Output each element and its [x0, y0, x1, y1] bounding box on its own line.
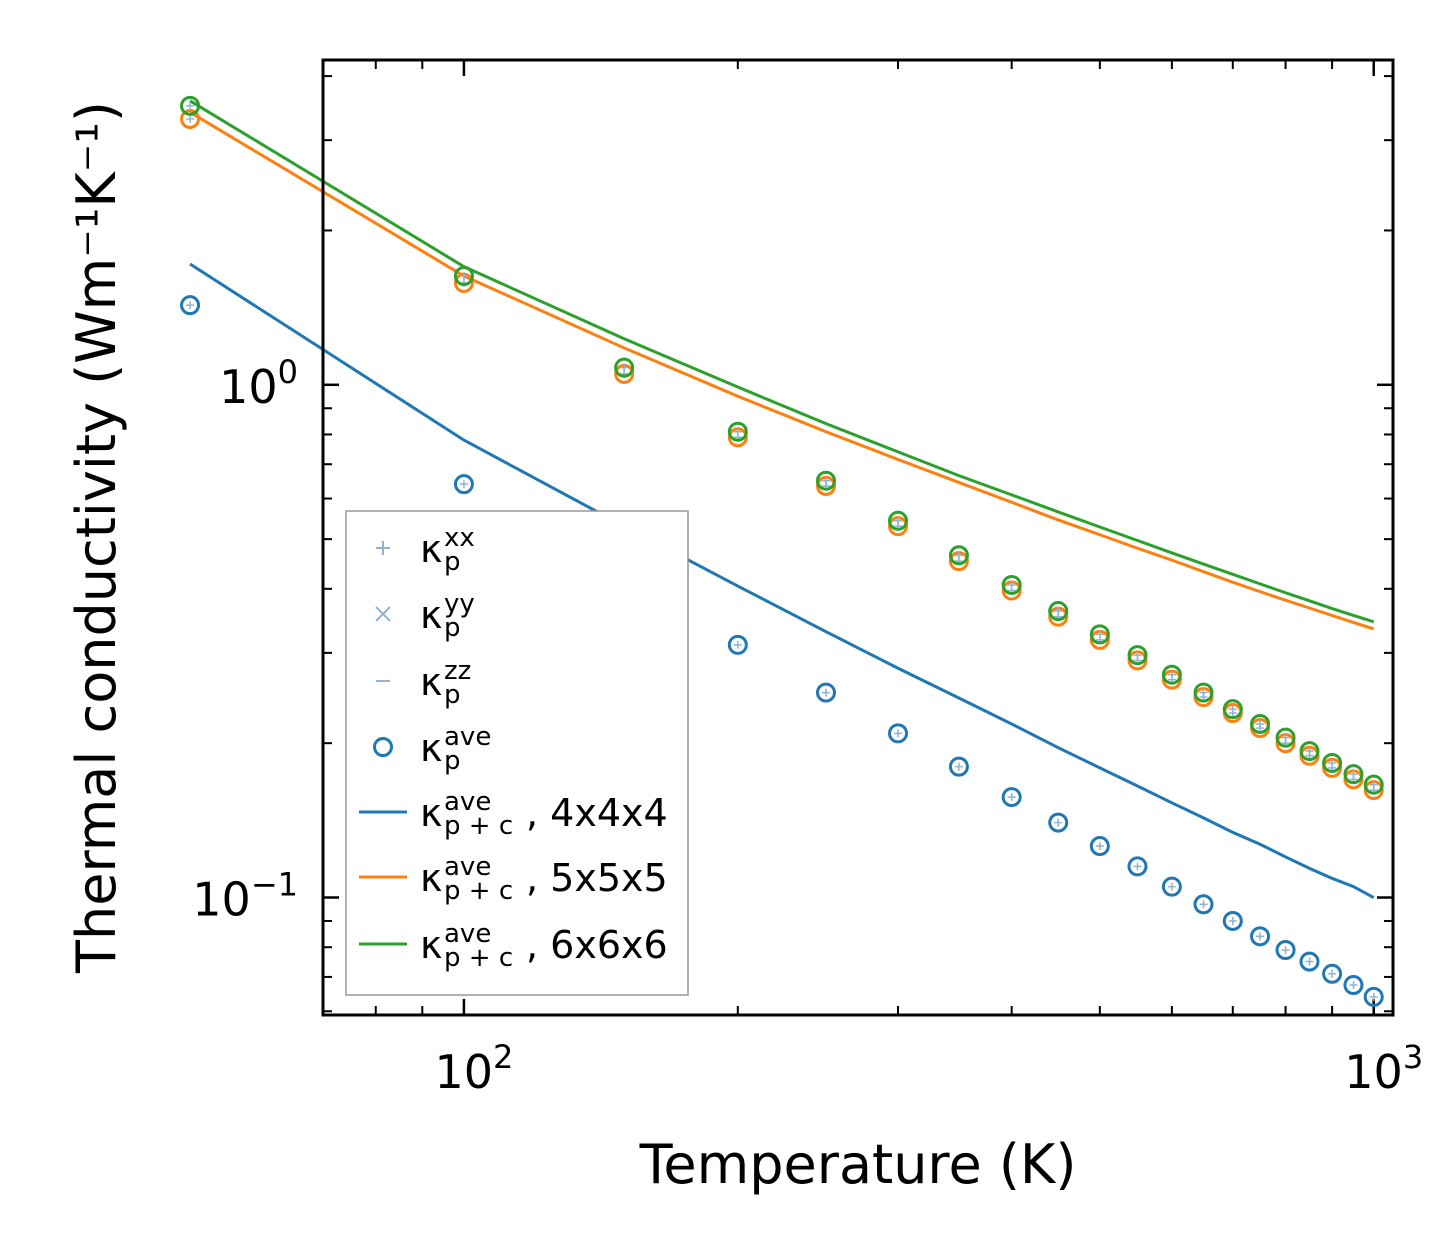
- data-point-circle: [888, 510, 909, 531]
- legend-entry-1: κyy p: [375, 589, 475, 643]
- circle-marker-icon: [373, 737, 393, 757]
- legend-entry-5: κave p + c, 5x5x5: [359, 852, 668, 906]
- data-point-circle: [1322, 752, 1343, 773]
- legend-entry-0: κxx p: [376, 523, 475, 577]
- data-point-circle: [948, 545, 969, 566]
- plot-frame: [321, 58, 1395, 1017]
- data-point-circle: [1001, 574, 1022, 595]
- data-point-circle: [1127, 645, 1148, 666]
- data-point-circle: [614, 357, 635, 378]
- legend-entry-4: κave p + c, 4x4x4: [359, 787, 668, 841]
- x-tick-label: 102: [434, 1038, 513, 1099]
- data-point-circle: [1250, 713, 1271, 734]
- legend-label: κzz p: [420, 656, 471, 710]
- data-point-circle: [1322, 963, 1343, 984]
- data-point-circle: [1193, 682, 1214, 703]
- data-point-circle: [1363, 774, 1384, 795]
- data-point-circle: [1161, 876, 1182, 897]
- data-point-circle: [727, 634, 748, 655]
- data-point-circle: [1343, 975, 1364, 996]
- data-point-circle: [1275, 727, 1296, 748]
- legend-label: κyy p: [420, 589, 475, 643]
- x-tick-label: 103: [1344, 1038, 1423, 1099]
- data-point-circle: [1048, 812, 1069, 833]
- x-marker-icon: [375, 606, 391, 622]
- data-point-circle: [1048, 601, 1069, 622]
- data-point-circle: [1089, 624, 1110, 645]
- legend-entries: κxx p κyy p κzz p κave p κave p + c, 4x4x4 κave p +…: [359, 523, 668, 973]
- data-point-circle: [815, 470, 836, 491]
- data-point-circle: [1001, 787, 1022, 808]
- data-point-circle: [1089, 836, 1110, 857]
- data-point-circle: [1222, 910, 1243, 931]
- data-point-circle: [948, 756, 969, 777]
- data-point-circle: [1193, 894, 1214, 915]
- y-tick-label: 10−1: [192, 866, 298, 927]
- data-point-circle: [1161, 664, 1182, 685]
- data-point-circle: [453, 474, 474, 495]
- legend-label: κave p: [420, 722, 491, 776]
- data-point-circle: [1299, 951, 1320, 972]
- major-ticks: [323, 60, 1393, 1015]
- series-layer: [180, 95, 1384, 1007]
- legend-entry-3: κave p: [373, 722, 491, 776]
- data-point-circle: [1127, 856, 1148, 877]
- legend-label: κave p + c, 5x5x5: [420, 852, 668, 906]
- legend-label: κave p + c, 4x4x4: [420, 787, 668, 841]
- series-line-2: [189, 99, 1375, 624]
- legend: κxx p κyy p κzz p κave p κave p + c, 4x4x4 κave p +…: [345, 510, 689, 996]
- y-axis-label: Thermal conductivity (Wm⁻¹K⁻¹): [65, 101, 128, 974]
- tick-labels: 102 103 10−1 100: [192, 353, 1423, 1099]
- data-point-circle: [1299, 741, 1320, 762]
- data-point-circle: [180, 95, 201, 116]
- data-point-circle: [180, 108, 201, 129]
- legend-label: κxx p: [420, 523, 475, 577]
- data-point-circle: [1250, 926, 1271, 947]
- series-line-0: [189, 262, 1375, 899]
- x-axis-label: Temperature (K): [639, 1133, 1077, 1196]
- data-point-circle: [1275, 939, 1296, 960]
- legend-label: κave p + c, 6x6x6: [420, 919, 668, 973]
- y-tick-label: 100: [219, 353, 298, 414]
- data-point-circle: [888, 723, 909, 744]
- data-point-circle: [180, 295, 201, 316]
- data-point-circle: [815, 682, 836, 703]
- data-point-circle: [727, 421, 748, 442]
- legend-box: [345, 510, 689, 996]
- legend-entry-2: κzz p: [376, 656, 471, 710]
- data-point-circle: [1343, 764, 1364, 785]
- data-point-circle: [453, 265, 474, 286]
- legend-entry-6: κave p + c, 6x6x6: [359, 919, 668, 973]
- series-line-1: [189, 111, 1375, 631]
- data-point-circle: [1363, 986, 1384, 1007]
- data-point-circle: [1222, 699, 1243, 720]
